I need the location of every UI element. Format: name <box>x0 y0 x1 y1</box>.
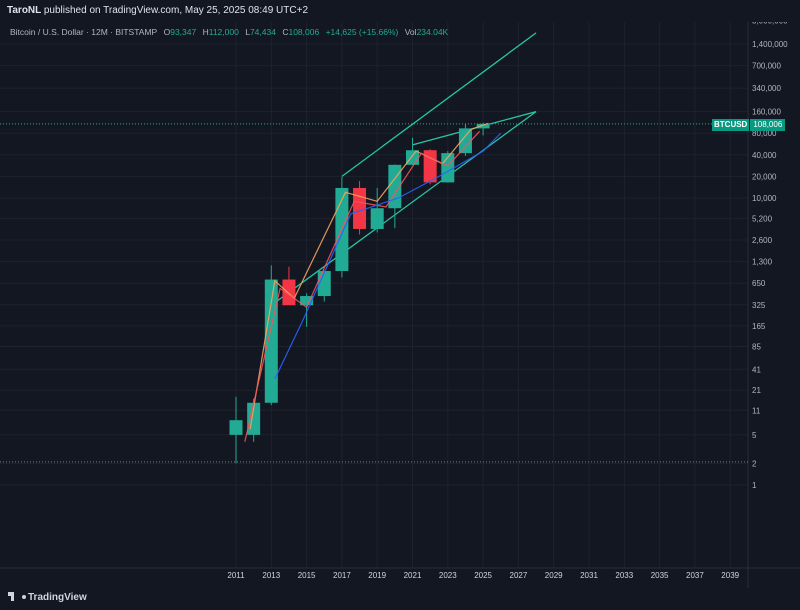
y-tick-label: 20,000 <box>752 172 777 181</box>
y-tick-label: 41 <box>752 365 761 374</box>
candle-body <box>423 150 437 183</box>
y-tick-label: 80,000 <box>752 129 777 138</box>
x-tick-label: 2011 <box>227 571 245 580</box>
open-label: O <box>163 27 171 37</box>
publish-info: TaroNL published on TradingView.com, May… <box>7 5 308 16</box>
y-tick-label: 10,000 <box>752 194 777 203</box>
y-tick-label: 160,000 <box>752 108 781 117</box>
x-tick-label: 2015 <box>298 571 316 580</box>
price-badge-symbol: BTCUSD <box>712 119 750 131</box>
author-name[interactable]: TaroNL <box>7 5 42 16</box>
y-tick-label: 650 <box>752 279 766 288</box>
brand-name: TradingView <box>28 592 87 603</box>
candle-body <box>317 271 331 297</box>
publish-text: published on TradingView.com, May 25, 20… <box>43 5 309 16</box>
y-tick-label: 5 <box>752 431 757 440</box>
y-tick-label: 325 <box>752 301 766 310</box>
y-tick-label: 340,000 <box>752 84 781 93</box>
x-tick-label: 2029 <box>545 571 563 580</box>
y-tick-label: 1,300 <box>752 258 773 267</box>
tradingview-logo[interactable]: TradingView <box>8 592 87 603</box>
x-tick-label: 2031 <box>580 571 598 580</box>
y-tick-label: 1 <box>752 481 757 490</box>
volume-label: Vol <box>404 27 417 37</box>
candle-body <box>388 164 402 209</box>
x-tick-label: 2037 <box>686 571 704 580</box>
high-label: H <box>202 27 209 37</box>
x-tick-label: 2039 <box>721 571 739 580</box>
y-tick-label: 11 <box>752 406 761 415</box>
x-tick-label: 2035 <box>651 571 669 580</box>
x-tick-label: 2017 <box>333 571 351 580</box>
y-tick-label: 5,200 <box>752 214 773 223</box>
high-value: 112,000 <box>208 27 239 37</box>
low-value: 74,434 <box>249 27 276 37</box>
candle-body <box>458 128 472 154</box>
candle-body <box>264 279 278 403</box>
candle-body <box>406 150 419 165</box>
symbol-legend: Bitcoin / U.S. Dollar · 12M · BITSTAMP O… <box>10 27 448 37</box>
candle-body <box>300 296 314 306</box>
x-tick-label: 2023 <box>439 571 457 580</box>
y-tick-label: 700,000 <box>752 62 781 71</box>
tradingview-logo-dot-icon <box>22 595 26 599</box>
candle-body <box>282 279 296 306</box>
x-tick-label: 2027 <box>510 571 528 580</box>
trend-line <box>274 132 502 380</box>
y-tick-label: 40,000 <box>752 151 777 160</box>
trend-line <box>249 122 489 430</box>
last-price-badge: BTCUSD 108,006 <box>712 119 786 131</box>
channel-line <box>270 111 537 306</box>
y-tick-label: 21 <box>752 386 761 395</box>
symbol-title[interactable]: Bitcoin / U.S. Dollar · 12M · BITSTAMP <box>10 27 158 37</box>
low-label: L <box>245 27 250 37</box>
candle-body <box>370 208 384 229</box>
y-tick-label: 2 <box>752 459 757 468</box>
candle-body <box>476 123 490 129</box>
y-tick-label: 165 <box>752 322 766 331</box>
change-value: +14,625 (+15.66%) <box>325 27 399 37</box>
price-badge-value: 108,006 <box>750 119 786 131</box>
trend-line <box>244 130 481 442</box>
x-tick-label: 2021 <box>404 571 422 580</box>
close-label: C <box>282 27 289 37</box>
footer: TradingView <box>0 588 800 610</box>
y-tick-label: 2,600 <box>752 236 773 245</box>
volume-value: 234.04K <box>416 27 449 37</box>
x-tick-label: 2019 <box>368 571 386 580</box>
open-value: 93,347 <box>170 27 197 37</box>
y-tick-label: 1,400,000 <box>752 40 788 49</box>
close-value: 108,006 <box>288 27 320 37</box>
y-tick-label: 85 <box>752 343 761 352</box>
channel-line <box>341 32 537 177</box>
x-tick-label: 2013 <box>262 571 280 580</box>
x-tick-label: 2033 <box>615 571 633 580</box>
publish-header: TaroNL published on TradingView.com, May… <box>0 0 800 22</box>
tradingview-logo-icon <box>8 592 20 601</box>
candle-body <box>353 187 367 229</box>
x-tick-label: 2025 <box>474 571 492 580</box>
candle-body <box>229 420 243 435</box>
